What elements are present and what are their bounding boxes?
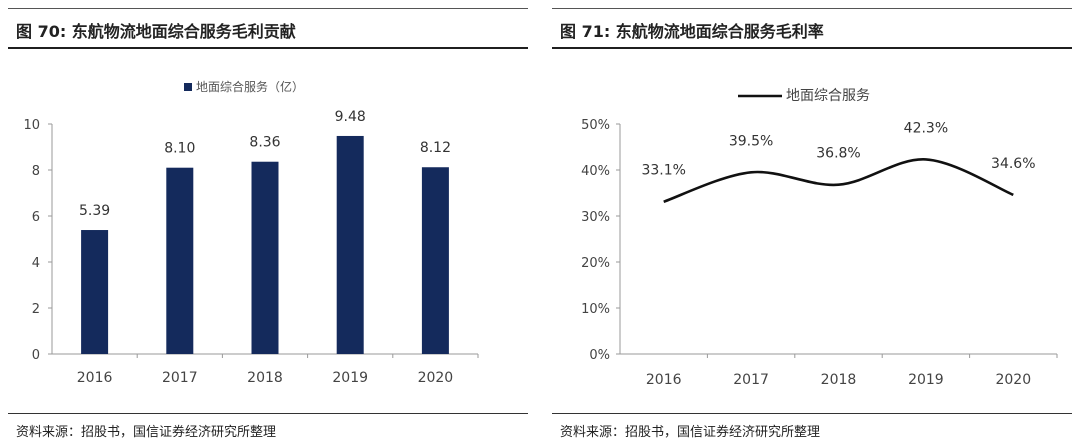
- legend-swatch: [184, 83, 192, 91]
- x-tick-label: 2020: [995, 372, 1031, 388]
- line-chart-svg: 0% 10% 20% 30% 40% 50% 33.1% 2016 39.5% 2017 36.8%…: [581, 88, 1058, 388]
- left-chart-area: 0 2 4 6 8 10 5.39 2016 8.10 2017 8.36 2018 9.48 2019 8…: [8, 66, 528, 406]
- x-tick-label: 2017: [733, 372, 769, 388]
- y-tick-label: 8: [32, 164, 40, 179]
- x-tick-label: 2020: [418, 370, 454, 386]
- x-tick-label: 2018: [821, 372, 857, 388]
- title-bottom-rule: [552, 47, 1072, 49]
- title-bottom-rule: [8, 47, 528, 49]
- left-source-note: 资料来源：招股书，国信证券经济研究所整理: [16, 425, 277, 440]
- title-top-rule: [552, 8, 1072, 9]
- y-tick-label: 10: [23, 118, 40, 133]
- series-line: [663, 158, 1014, 203]
- x-tick-label: 2018: [247, 370, 283, 386]
- legend-label: 地面综合服务: [786, 88, 870, 104]
- bar-2019: [336, 135, 364, 354]
- line-data-label: 42.3%: [904, 120, 948, 136]
- bar-2020: [421, 167, 449, 354]
- y-tick-label: 40%: [581, 164, 610, 179]
- x-tick-label: 2019: [332, 370, 368, 386]
- y-tick-label: 10%: [581, 302, 610, 317]
- y-tick-label: 0%: [589, 348, 610, 363]
- line-data-label: 39.5%: [729, 133, 773, 149]
- bar-data-label: 8.10: [164, 141, 195, 157]
- right-source-note: 资料来源：招股书，国信证券经济研究所整理: [560, 425, 821, 440]
- y-tick-label: 20%: [581, 256, 610, 271]
- right-chart-area: 0% 10% 20% 30% 40% 50% 33.1% 2016 39.5% 2017 36.8%…: [552, 66, 1072, 406]
- left-chart-title: 图 70: 东航物流地面综合服务毛利贡献: [16, 22, 296, 41]
- line-data-label: 34.6%: [991, 156, 1035, 172]
- source-rule: [552, 413, 1072, 414]
- right-chart-panel: 图 71: 东航物流地面综合服务毛利率 0% 10% 20% 30% 40% 50% 33.…: [552, 0, 1072, 445]
- bar-chart-svg: 0 2 4 6 8 10 5.39 2016 8.10 2017 8.36 2018 9.48 2019 8…: [23, 79, 479, 386]
- y-tick-label: 2: [32, 302, 40, 317]
- bar-data-label: 8.36: [249, 135, 280, 151]
- x-tick-label: 2017: [162, 370, 198, 386]
- bar-2016: [81, 230, 109, 354]
- y-tick-label: 4: [32, 256, 40, 271]
- line-data-label: 36.8%: [816, 146, 860, 162]
- bar-2018: [251, 161, 279, 354]
- legend-label: 地面综合服务（亿）: [196, 79, 304, 94]
- bar-data-label: 9.48: [335, 109, 366, 125]
- y-tick-label: 6: [32, 210, 40, 225]
- line-data-label: 33.1%: [641, 163, 685, 179]
- x-tick-label: 2016: [77, 370, 113, 386]
- y-tick-label: 50%: [581, 118, 610, 133]
- bar-data-label: 8.12: [420, 140, 451, 156]
- title-top-rule: [8, 8, 528, 9]
- y-tick-label: 0: [32, 348, 40, 363]
- y-tick-label: 30%: [581, 210, 610, 225]
- left-chart-panel: 图 70: 东航物流地面综合服务毛利贡献 0 2 4 6 8 10 5.39 2016 8.10…: [8, 0, 528, 445]
- x-tick-label: 2019: [908, 372, 944, 388]
- right-chart-title: 图 71: 东航物流地面综合服务毛利率: [560, 22, 824, 41]
- bar-2017: [166, 167, 194, 354]
- source-rule: [8, 413, 528, 414]
- x-tick-label: 2016: [646, 372, 682, 388]
- bar-data-label: 5.39: [79, 203, 110, 219]
